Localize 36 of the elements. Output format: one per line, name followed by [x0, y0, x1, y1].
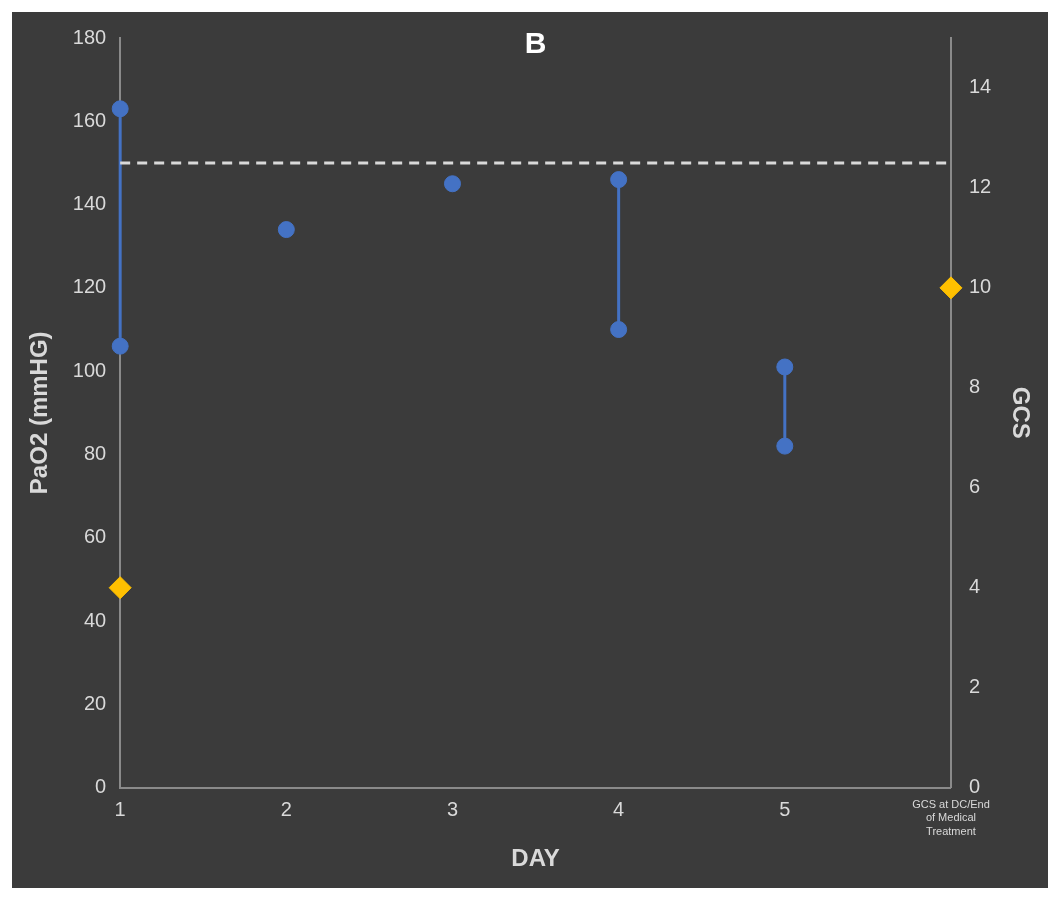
- y-axis-title: PaO2 (mmHG): [25, 331, 53, 495]
- x-tick-label: GCS at DC/End of Medical Treatment: [912, 798, 990, 837]
- x-tick-label: 4: [613, 798, 625, 821]
- y-tick-label: 120: [72, 275, 107, 298]
- point: [277, 221, 295, 239]
- y2-tick-label: 12: [968, 175, 992, 198]
- y-tick-label: 160: [72, 108, 107, 131]
- y-tick-label: 20: [83, 691, 107, 714]
- y2-axis-title: GCS: [1007, 386, 1035, 439]
- x-tick-label: 5: [779, 798, 791, 821]
- point: [610, 171, 628, 189]
- y2-tick-label: 6: [968, 475, 981, 498]
- y-tick-label: 100: [72, 358, 107, 381]
- point: [111, 100, 129, 118]
- y-tick-label: 80: [83, 441, 107, 464]
- point: [443, 175, 461, 193]
- y2-tick-label: 10: [968, 275, 992, 298]
- y-tick-label: 40: [83, 608, 107, 631]
- y2-tick-label: 14: [968, 75, 992, 98]
- x-tick-label: 1: [114, 798, 126, 821]
- y-tick-label: 140: [72, 192, 107, 215]
- point: [776, 437, 794, 455]
- y2-tick-label: 8: [968, 375, 981, 398]
- chart-title: B: [524, 26, 547, 60]
- y2-tick-label: 4: [968, 575, 981, 598]
- y2-tick-label: 2: [968, 675, 981, 698]
- point: [111, 337, 129, 355]
- y-tick-label: 0: [95, 775, 107, 798]
- y2-tick-label: 0: [968, 775, 981, 798]
- point: [776, 358, 794, 376]
- x-tick-label: 3: [446, 798, 459, 821]
- x-tick-label: 2: [280, 798, 292, 821]
- y-tick-label: 180: [72, 25, 107, 48]
- x-axis-title: DAY: [511, 844, 560, 872]
- point: [610, 321, 628, 339]
- y-tick-label: 60: [83, 525, 107, 548]
